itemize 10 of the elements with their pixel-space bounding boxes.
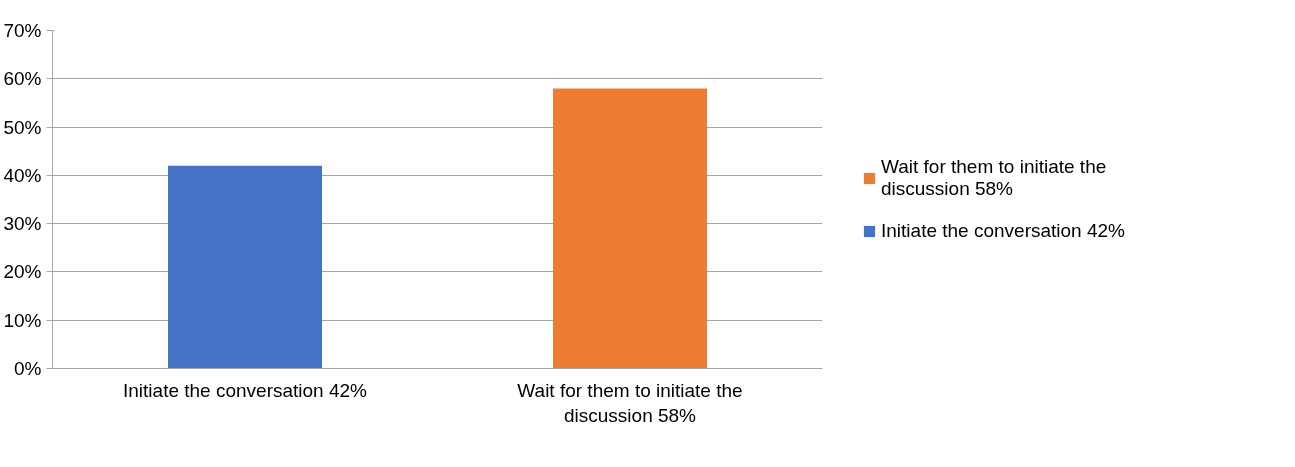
y-tick-label: 40% bbox=[3, 164, 42, 186]
y-tick-label: 60% bbox=[3, 68, 42, 90]
y-tick-label: 20% bbox=[3, 261, 42, 283]
y-tick-label: 0% bbox=[14, 358, 42, 379]
legend-label: Wait for them to initiate the discussion 58% bbox=[881, 156, 1107, 200]
y-tick-label: 50% bbox=[3, 116, 42, 138]
y-tick-label: 10% bbox=[3, 309, 42, 331]
y-tick-label: 30% bbox=[3, 213, 42, 235]
y-tick-label: 70% bbox=[3, 20, 42, 41]
legend-label: Initiate the conversation 42% bbox=[881, 220, 1125, 242]
